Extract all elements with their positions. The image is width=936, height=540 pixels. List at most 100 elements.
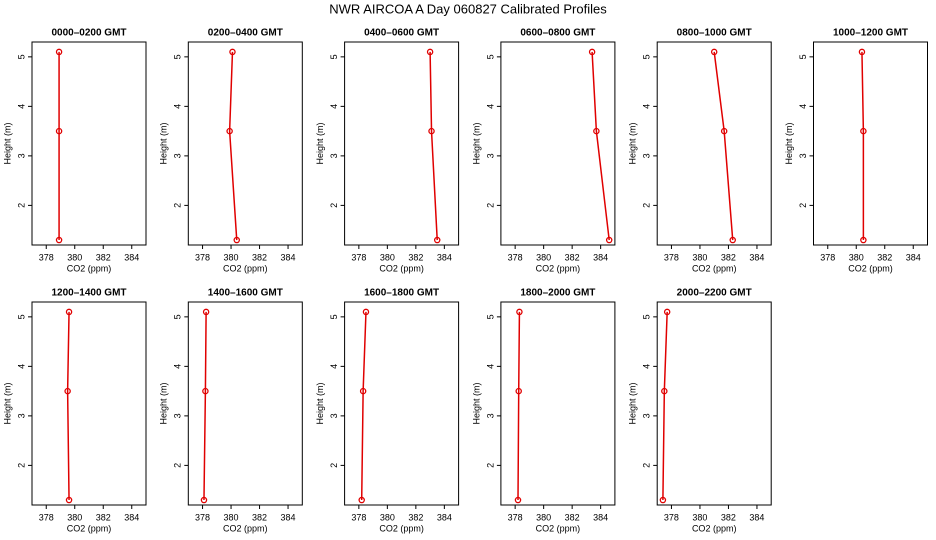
y-tick-label: 4 xyxy=(173,364,183,369)
profile-point xyxy=(226,127,233,135)
x-tick-label: 378 xyxy=(351,512,366,522)
x-tick-label: 382 xyxy=(252,252,267,262)
y-tick-label: 3 xyxy=(642,413,652,418)
profile-point xyxy=(200,496,208,504)
x-axis-label: CO2 (ppm) xyxy=(379,523,424,533)
x-tick-label: 378 xyxy=(351,252,366,262)
y-tick-label: 2 xyxy=(329,463,339,468)
profile-point xyxy=(65,308,73,316)
y-tick-label: 4 xyxy=(485,104,495,109)
y-tick-label: 4 xyxy=(16,364,26,369)
y-tick-label: 5 xyxy=(329,314,339,319)
profile-line xyxy=(662,311,668,501)
profile-point xyxy=(858,48,866,56)
profile-point xyxy=(55,127,63,135)
x-tick-label: 384 xyxy=(437,252,452,262)
y-tick-label: 5 xyxy=(173,54,183,59)
y-axis-label: Height (m) xyxy=(471,382,481,424)
x-axis-label: CO2 (ppm) xyxy=(536,523,581,533)
y-tick-label: 4 xyxy=(642,104,652,109)
profile-point xyxy=(605,236,613,244)
x-tick-label: 382 xyxy=(721,512,736,522)
y-tick-label: 2 xyxy=(485,463,495,468)
profile-point xyxy=(359,387,367,395)
y-axis-label: Height (m) xyxy=(315,122,325,164)
profile-point xyxy=(229,48,236,56)
x-tick-label: 380 xyxy=(67,252,82,262)
plot-frame xyxy=(500,41,616,246)
y-tick-label: 2 xyxy=(798,203,808,208)
y-tick-label: 5 xyxy=(329,54,339,59)
profile-line xyxy=(228,51,238,241)
x-tick-label: 384 xyxy=(281,252,296,262)
profile-line xyxy=(861,51,865,241)
x-tick-label: 382 xyxy=(565,512,580,522)
x-tick-label: 380 xyxy=(224,512,239,522)
panel-title: 0400–0600 GMT xyxy=(364,28,439,39)
plot-frame xyxy=(656,41,772,246)
y-tick-label: 4 xyxy=(485,364,495,369)
panel-title: 0800–1000 GMT xyxy=(677,28,752,39)
x-tick-label: 384 xyxy=(437,512,452,522)
x-tick-label: 382 xyxy=(96,512,111,522)
profile-point xyxy=(663,308,671,316)
y-tick-label: 2 xyxy=(173,463,183,468)
x-axis-label: CO2 (ppm) xyxy=(536,263,581,273)
y-tick-label: 3 xyxy=(485,413,495,418)
x-tick-label: 382 xyxy=(252,512,267,522)
y-tick-label: 2 xyxy=(329,203,339,208)
plot-frame xyxy=(187,41,303,246)
profile-line xyxy=(713,51,734,241)
profile-point xyxy=(55,236,63,244)
profile-line xyxy=(360,311,367,501)
y-tick-label: 4 xyxy=(173,104,183,109)
profile-point xyxy=(729,236,736,244)
x-tick-label: 378 xyxy=(508,512,523,522)
plot-frame xyxy=(187,301,303,506)
y-axis-label: Height (m) xyxy=(784,122,794,164)
profile-line xyxy=(66,311,70,501)
y-axis-label: Height (m) xyxy=(2,122,12,164)
profile-point xyxy=(362,308,370,316)
y-tick-label: 3 xyxy=(16,153,26,158)
panel-title: 2000–2200 GMT xyxy=(677,288,752,299)
x-tick-label: 378 xyxy=(820,252,835,262)
profile-point xyxy=(64,387,71,395)
x-axis-label: CO2 (ppm) xyxy=(67,523,112,533)
plot-frame xyxy=(656,301,772,506)
x-tick-label: 378 xyxy=(508,252,523,262)
x-axis-label: CO2 (ppm) xyxy=(692,523,737,533)
x-axis-label: CO2 (ppm) xyxy=(67,263,112,273)
x-tick-label: 378 xyxy=(195,252,210,262)
x-tick-label: 378 xyxy=(195,512,210,522)
x-tick-label: 380 xyxy=(380,512,395,522)
x-tick-label: 384 xyxy=(906,252,921,262)
profile-point xyxy=(202,308,210,316)
panel-title: 0000–0200 GMT xyxy=(51,28,126,39)
profile-point xyxy=(55,48,63,56)
x-tick-label: 382 xyxy=(721,252,736,262)
y-tick-label: 3 xyxy=(642,153,652,158)
x-tick-label: 380 xyxy=(692,512,707,522)
y-tick-label: 2 xyxy=(642,203,652,208)
profile-line xyxy=(203,311,207,501)
x-tick-label: 380 xyxy=(67,512,82,522)
y-tick-label: 5 xyxy=(642,314,652,319)
y-tick-label: 3 xyxy=(329,413,339,418)
x-axis-label: CO2 (ppm) xyxy=(223,523,268,533)
profile-point xyxy=(202,387,209,395)
x-axis-label: CO2 (ppm) xyxy=(223,263,268,273)
y-tick-label: 2 xyxy=(173,203,183,208)
x-tick-label: 384 xyxy=(749,252,764,262)
profile-point xyxy=(659,496,667,504)
y-tick-label: 3 xyxy=(485,153,495,158)
y-tick-label: 4 xyxy=(798,104,808,109)
x-tick-label: 384 xyxy=(749,512,764,522)
y-tick-label: 4 xyxy=(329,364,339,369)
profile-point xyxy=(433,236,441,244)
x-axis-label: CO2 (ppm) xyxy=(848,263,893,273)
profile-point xyxy=(65,496,73,504)
profile-point xyxy=(860,127,867,135)
x-tick-label: 384 xyxy=(593,252,608,262)
x-tick-label: 382 xyxy=(408,512,423,522)
